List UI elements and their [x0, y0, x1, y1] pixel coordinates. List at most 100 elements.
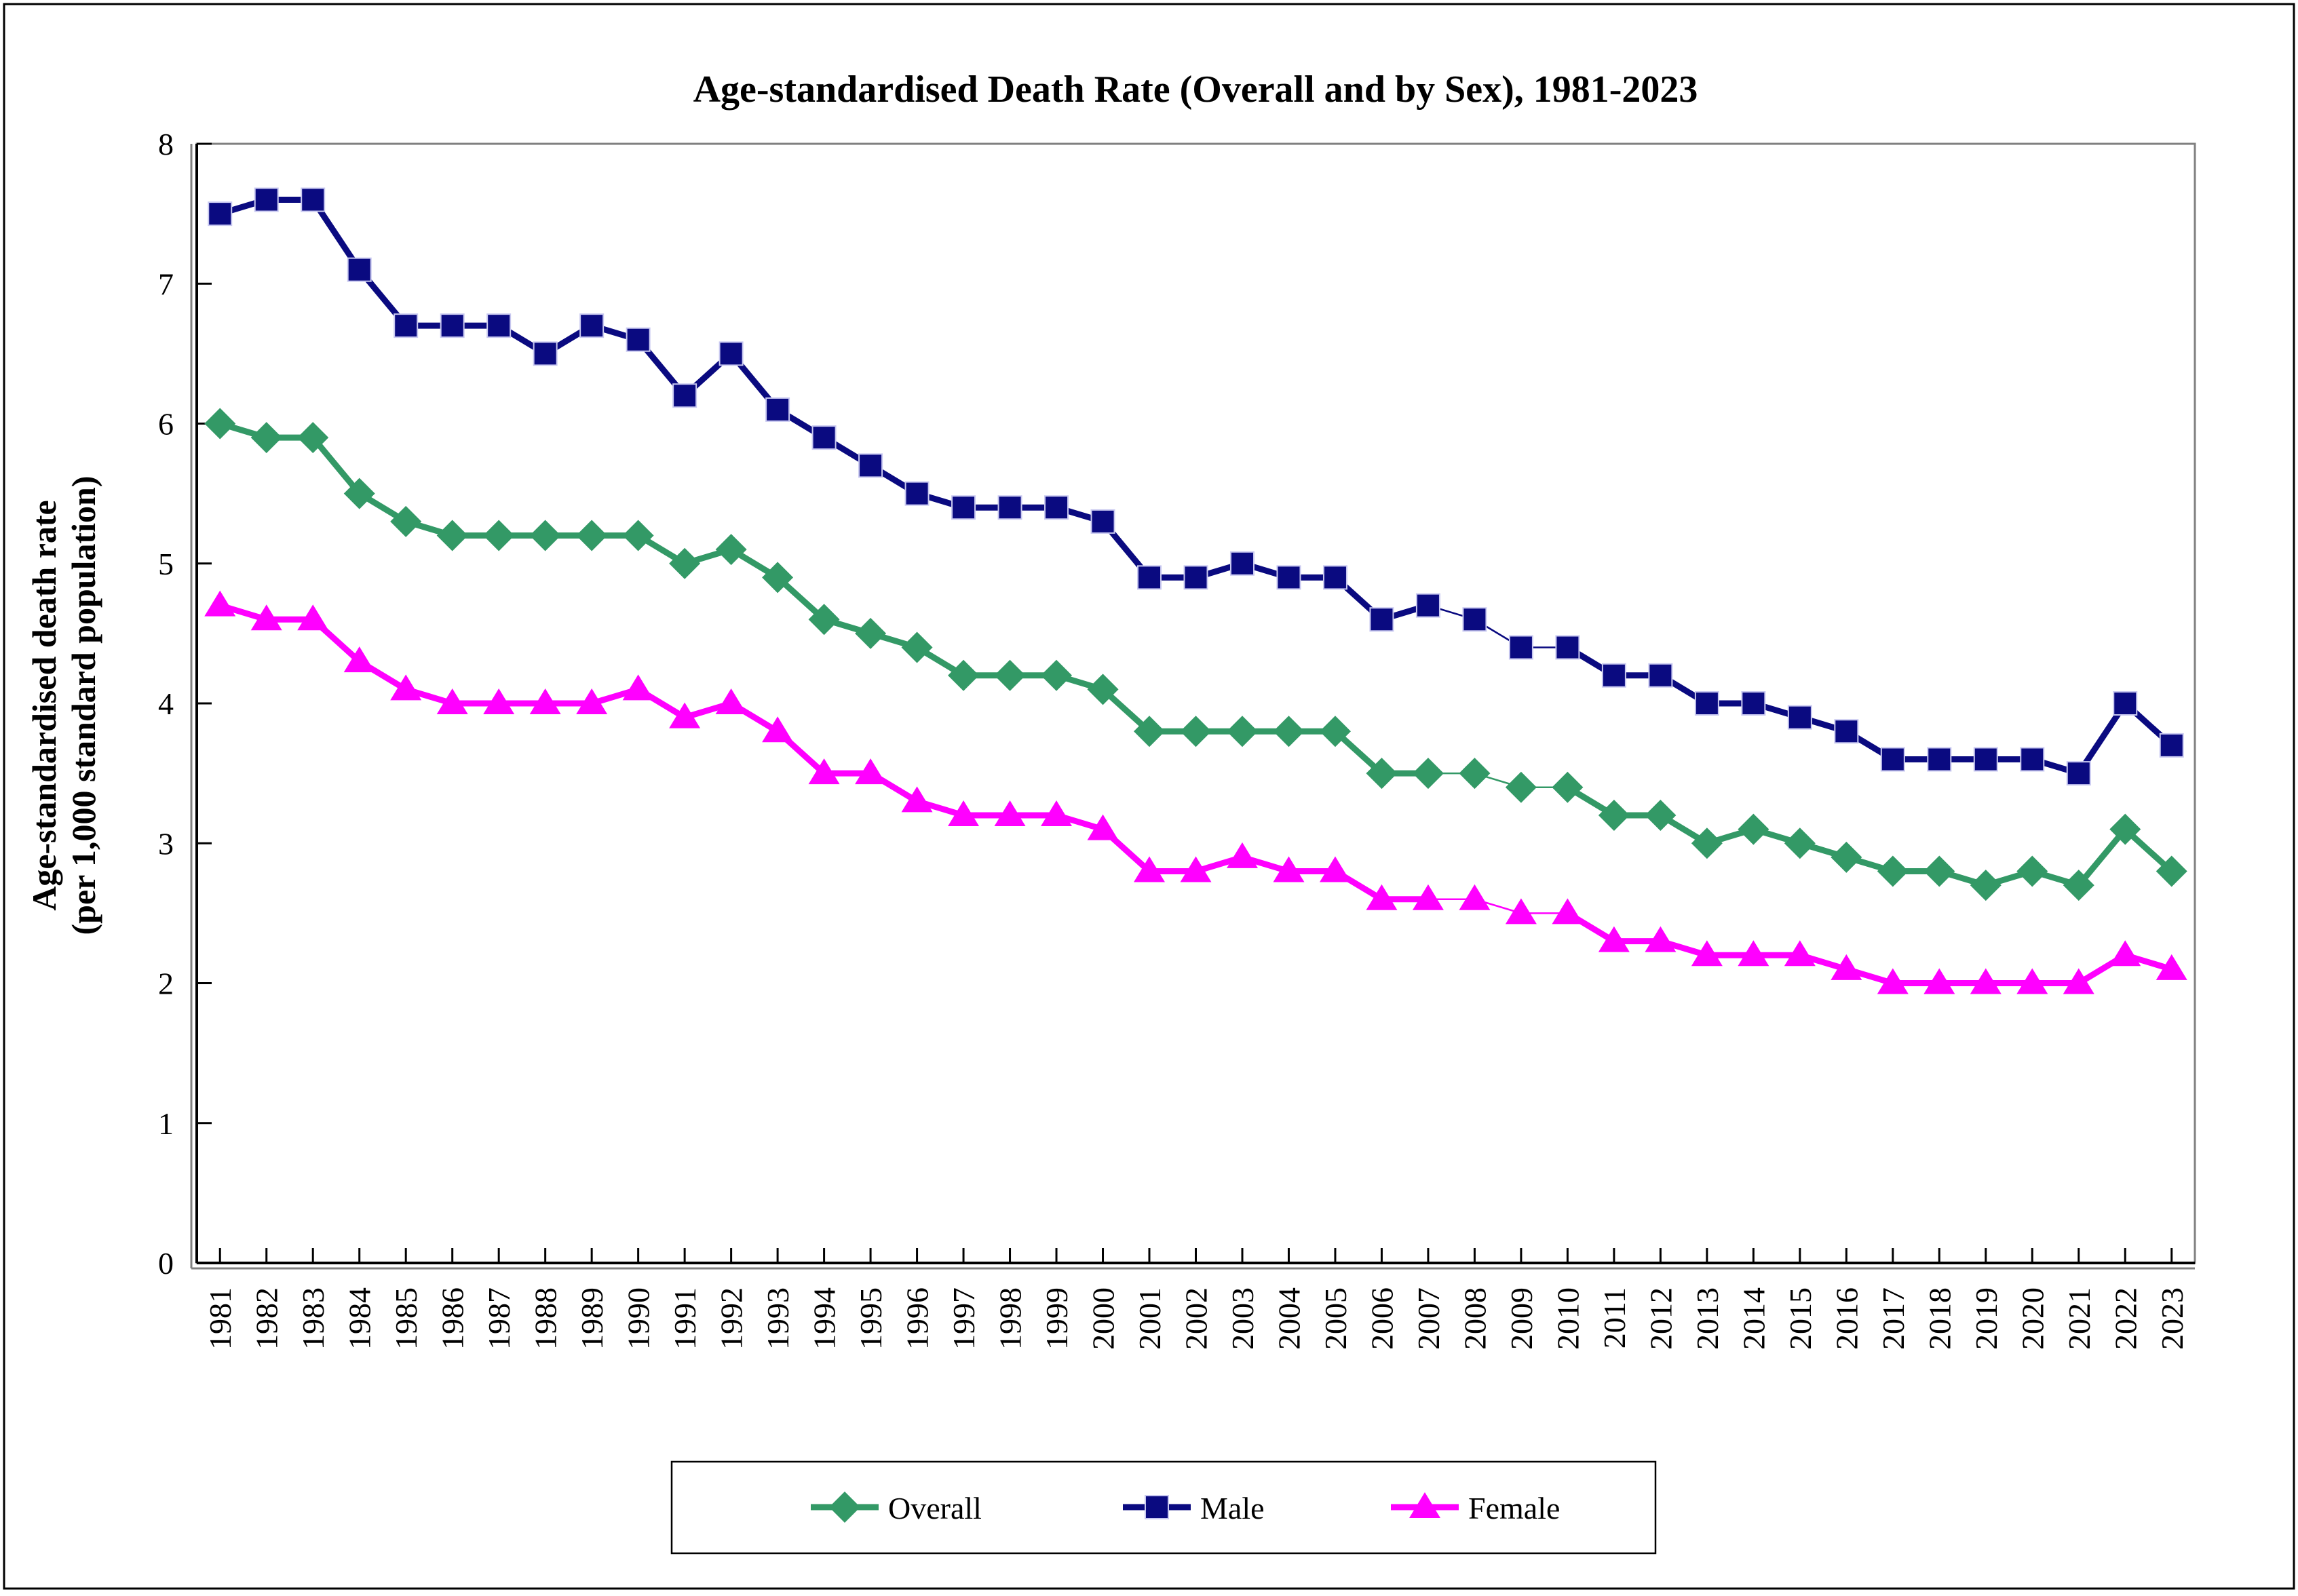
x-tick-label: 1991	[668, 1287, 702, 1350]
data-point-overall-2011	[1598, 800, 1630, 831]
data-point-female-1987	[483, 688, 515, 714]
x-tick-label: 2014	[1736, 1287, 1771, 1350]
x-tick-label: 2000	[1086, 1287, 1121, 1350]
data-point-overall-1995	[855, 617, 887, 649]
data-point-male-2010	[1555, 635, 1580, 660]
x-tick-label: 2019	[1969, 1287, 2004, 1350]
x-tick-label: 2011	[1597, 1287, 1632, 1348]
x-tick-label: 2023	[2155, 1287, 2189, 1350]
x-tick-label: 2005	[1318, 1287, 1353, 1350]
x-tick-label: 1983	[296, 1287, 330, 1350]
x-tick-label: 1985	[389, 1287, 423, 1350]
data-point-overall-2010	[1552, 771, 1584, 803]
data-point-male-2022	[2113, 691, 2138, 716]
y-tick-label: 1	[158, 1106, 174, 1141]
data-point-overall-1996	[901, 631, 933, 663]
data-point-female-2002	[1180, 856, 1212, 882]
chart-title: Age-standardised Death Rate (Overall and…	[693, 69, 1698, 111]
data-point-female-2015	[1784, 940, 1816, 967]
data-point-overall-2018	[1923, 855, 1955, 887]
data-point-male-1995	[858, 453, 883, 478]
y-axis-title-line1: Age-standardised death rate	[25, 500, 63, 911]
data-point-overall-2008	[1459, 758, 1491, 790]
data-point-overall-2016	[1831, 841, 1862, 873]
data-point-male-1998	[997, 495, 1022, 520]
data-point-male-2008	[1462, 607, 1487, 632]
data-point-female-2003	[1226, 842, 1258, 868]
data-point-overall-2023	[2156, 855, 2187, 887]
x-tick-label: 2021	[2062, 1287, 2096, 1350]
series-segment	[2075, 826, 2128, 889]
data-point-female-2019	[1970, 968, 2002, 994]
data-point-overall-2022	[2109, 813, 2141, 845]
data-point-male-1987	[486, 313, 512, 338]
y-tick-label: 8	[158, 127, 174, 161]
plot-area: 0 1 2 3 4 5 6 7 8 1981 1982 1983 1984 1985 1986 1987 198…	[158, 127, 2196, 1350]
data-point-female-2023	[2156, 954, 2187, 980]
page-border	[3, 3, 2295, 1590]
data-point-female-2018	[1923, 968, 1955, 994]
data-point-overall-2014	[1738, 813, 1769, 845]
data-point-male-1989	[579, 313, 605, 338]
x-tick-label: 2022	[2108, 1287, 2143, 1350]
data-point-female-1993	[762, 716, 794, 743]
x-tick-label: 1996	[900, 1287, 935, 1350]
data-point-male-2011	[1601, 663, 1626, 688]
data-point-overall-2019	[1970, 870, 2002, 901]
data-point-overall-2013	[1691, 828, 1723, 859]
data-point-overall-2012	[1645, 800, 1677, 831]
legend-label: Male	[1200, 1491, 1265, 1525]
data-point-female-2008	[1459, 884, 1491, 910]
data-point-male-1981	[208, 201, 233, 227]
data-point-male-1997	[951, 495, 976, 520]
data-point-overall-2001	[1134, 716, 1166, 747]
x-tick-label: 2007	[1411, 1287, 1446, 1350]
data-point-overall-2017	[1877, 855, 1909, 887]
data-point-male-2000	[1090, 509, 1115, 534]
data-point-male-2015	[1787, 705, 1812, 730]
data-point-overall-2005	[1319, 716, 1351, 747]
data-point-overall-2006	[1366, 758, 1398, 790]
diamond-icon	[829, 1492, 860, 1523]
data-point-overall-1990	[622, 520, 654, 551]
x-tick-label: 1995	[854, 1287, 888, 1350]
data-point-overall-1988	[529, 520, 561, 551]
data-point-overall-1986	[436, 520, 468, 551]
x-tick-label: 2016	[1829, 1287, 1864, 1350]
data-point-male-1999	[1044, 495, 1069, 520]
data-point-female-1988	[529, 688, 561, 714]
data-point-male-1985	[394, 313, 419, 338]
data-point-female-1981	[204, 590, 236, 617]
data-point-male-1990	[626, 327, 651, 352]
data-point-overall-1989	[576, 520, 608, 551]
y-tick-label: 5	[158, 547, 174, 581]
data-point-female-2005	[1319, 856, 1351, 882]
data-point-female-1989	[576, 688, 608, 714]
x-tick-label: 2004	[1271, 1287, 1306, 1350]
data-point-overall-2003	[1226, 716, 1258, 747]
data-point-female-2009	[1505, 898, 1537, 924]
x-tick-label: 1997	[946, 1287, 981, 1350]
x-tick-label: 1981	[203, 1287, 237, 1350]
x-tick-label: 1988	[529, 1287, 563, 1350]
data-point-overall-2007	[1412, 758, 1444, 790]
data-point-overall-2000	[1087, 674, 1119, 705]
data-point-male-1983	[301, 187, 326, 212]
x-tick-label: 1982	[250, 1287, 284, 1350]
data-point-overall-1993	[762, 562, 794, 593]
data-point-overall-1985	[390, 505, 422, 537]
data-point-female-2010	[1552, 898, 1584, 924]
data-point-overall-1981	[204, 408, 236, 440]
data-point-female-2022	[2109, 940, 2141, 967]
series-male	[208, 187, 2184, 786]
x-tick-label: 2013	[1690, 1287, 1725, 1350]
series-segment	[309, 434, 363, 497]
y-tick-label: 6	[158, 407, 174, 442]
data-point-overall-1999	[1041, 659, 1073, 691]
x-tick-label: 1998	[993, 1287, 1028, 1350]
data-point-male-1991	[672, 383, 697, 408]
data-point-male-2005	[1322, 565, 1347, 590]
series-overall	[204, 408, 2187, 901]
data-point-male-2002	[1183, 565, 1208, 590]
data-point-male-2021	[2066, 761, 2091, 786]
